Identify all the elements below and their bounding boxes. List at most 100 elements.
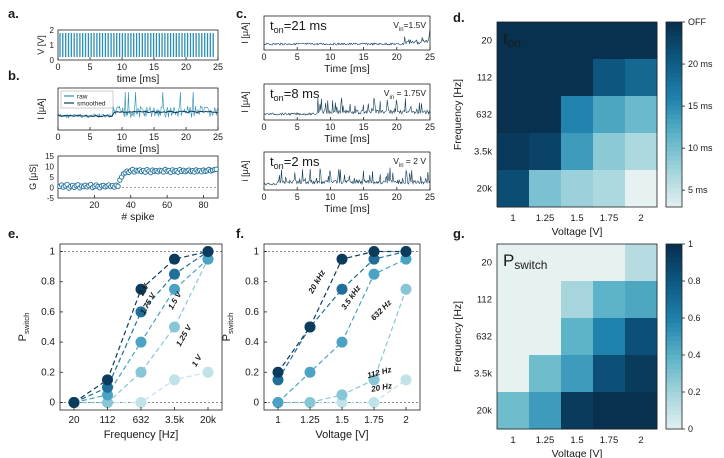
panel-f-series-point bbox=[336, 283, 348, 295]
panel-g-colorbar-step bbox=[666, 364, 682, 370]
panel-e-axes bbox=[59, 243, 223, 411]
panel-a-yticklabel: 0 bbox=[50, 56, 55, 65]
panel-g-cell bbox=[625, 281, 658, 319]
panel-e-yticklabel: 0.2 bbox=[41, 367, 55, 378]
panel-g-cell bbox=[529, 281, 562, 319]
panel-g-yticklabel: 20 bbox=[481, 258, 492, 269]
panel-c-ylabel: I [μA] bbox=[240, 22, 250, 43]
panel-d-yticklabel: 3.5k bbox=[474, 147, 492, 158]
panel-d-colorbar-step bbox=[666, 72, 682, 79]
panel-e-series-point bbox=[135, 366, 147, 378]
panel-c-x-1-ticklabel: 5 bbox=[295, 122, 300, 132]
panel-g-cell bbox=[561, 318, 594, 356]
panel-e-yticklabel: 0.8 bbox=[41, 277, 55, 288]
panel-d-colorbar-step bbox=[666, 77, 682, 83]
panel-g-colorbar-step bbox=[666, 262, 682, 268]
panel-b2-x-ticklabel: 60 bbox=[162, 200, 172, 210]
panel-a-pulse-train bbox=[59, 33, 214, 57]
panel-e-series-point bbox=[169, 374, 180, 386]
panel-b-x-ticklabel: 20 bbox=[181, 132, 191, 142]
panel-d-cell bbox=[529, 170, 562, 208]
panel-d-colorbar-step bbox=[666, 59, 682, 65]
panel-d-colorbar-step bbox=[666, 119, 682, 125]
panel-g-yticklabel: 20k bbox=[477, 406, 493, 417]
panel-f-series-point bbox=[400, 283, 412, 295]
panel-f-series-point bbox=[272, 374, 284, 386]
panel-c-x-0-ticklabel: 0 bbox=[261, 52, 266, 62]
panel-g-colorbar-step bbox=[666, 308, 682, 314]
panel-f-yticklabel: 0.2 bbox=[245, 367, 259, 378]
panel-d-colorbar-step bbox=[666, 193, 682, 199]
panel-d-colorbar-step bbox=[666, 86, 682, 92]
panel-d-colorbar-step bbox=[666, 151, 682, 157]
panel-f-xlabel: Voltage [V] bbox=[315, 429, 368, 441]
panel-e-xticklabel: 112 bbox=[100, 415, 116, 426]
panel-c-x-0-ticklabel: 25 bbox=[425, 52, 435, 62]
panel-g-colorbar-step bbox=[666, 382, 682, 388]
panel-c-xlabel: Time [ms] bbox=[324, 63, 370, 75]
panel-d-colorbar-step bbox=[666, 123, 682, 129]
panel-c-axes-1 bbox=[263, 83, 431, 121]
panel-f-xticklabel: 1.25 bbox=[300, 415, 320, 426]
panel-b-ylabel: I [μA] bbox=[36, 98, 46, 119]
panel-e-yticklabel: 0.4 bbox=[41, 337, 55, 348]
panel-d-cell bbox=[561, 170, 594, 208]
panel-g-cell bbox=[497, 355, 530, 393]
panel-label-f: f. bbox=[236, 226, 244, 241]
panel-d-xlabel: Voltage [V] bbox=[552, 226, 603, 238]
panel-e-series-point bbox=[169, 321, 180, 333]
panel-g-colorbar-step bbox=[666, 345, 682, 351]
panel-g-colorbar-step bbox=[666, 267, 682, 273]
panel-g-cell bbox=[593, 318, 626, 356]
panel-g-yticklabel: 3.5k bbox=[474, 369, 492, 380]
panel-d-colorbar-ticklabel: 20 ms bbox=[688, 59, 713, 69]
panel-d-xticklabel: 1.75 bbox=[600, 213, 619, 224]
panel-g-cell bbox=[497, 244, 530, 282]
panel-e-xlabel: Frequency [Hz] bbox=[104, 429, 179, 441]
panel-f-xticklabel: 2 bbox=[403, 415, 409, 426]
panel-f-series-point bbox=[336, 253, 348, 265]
panel-d-cell bbox=[593, 170, 626, 208]
panel-b2-x-ticklabel: 20 bbox=[89, 200, 99, 210]
panel-f-yticklabel: 0 bbox=[253, 397, 259, 408]
panel-g-colorbar-step bbox=[666, 355, 682, 361]
panel-c-trace-0 bbox=[263, 29, 431, 46]
panel-g-cell bbox=[593, 281, 626, 319]
panel-g-cell bbox=[625, 318, 658, 356]
panel-f-yticklabel: 0.4 bbox=[245, 337, 259, 348]
panel-g-colorbar-step bbox=[666, 244, 682, 250]
panel-f-xticklabel: 1.75 bbox=[364, 415, 384, 426]
panel-b-xlabel: time [ms] bbox=[117, 143, 160, 155]
panel-f-series-point bbox=[400, 374, 412, 386]
panel-g-yticklabel: 112 bbox=[477, 295, 492, 306]
panel-e-series-point bbox=[102, 396, 113, 408]
panel-label-b: b. bbox=[8, 68, 20, 83]
panel-g-colorbar-step bbox=[666, 424, 682, 430]
panel-e-yticklabel: 1 bbox=[49, 247, 55, 258]
panel-c-x-2-ticklabel: 25 bbox=[425, 192, 435, 202]
panel-c-vin-label: Vin = 2 V bbox=[393, 156, 426, 169]
panel-b-x-ticklabel: 0 bbox=[55, 132, 60, 142]
panel-g-cell bbox=[625, 392, 658, 430]
panel-g-cell bbox=[497, 318, 530, 356]
panel-g-colorbar-step bbox=[666, 331, 682, 338]
panel-g-colorbar-step bbox=[666, 257, 682, 264]
panel-e-yticklabel: 0.6 bbox=[41, 307, 55, 318]
panel-c-x-1-ticklabel: 25 bbox=[425, 122, 435, 132]
panel-d-colorbar-ticklabel: 10 ms bbox=[688, 143, 713, 153]
panel-c-axes-2 bbox=[263, 151, 431, 191]
panel-d-cell bbox=[529, 96, 562, 134]
panel-e-series-line bbox=[74, 258, 209, 404]
panel-c-axes-0 bbox=[263, 15, 431, 51]
panel-d-colorbar-step bbox=[666, 68, 682, 74]
panel-e-series-point bbox=[135, 306, 147, 318]
panel-d-yticklabel: 20 bbox=[481, 36, 492, 47]
panel-g-colorbar-ticklabel: 0.2 bbox=[688, 387, 701, 397]
panel-g-xticklabel: 1.5 bbox=[570, 435, 583, 446]
panel-f-series-point bbox=[272, 366, 284, 378]
panel-e-series-label: 1 V bbox=[190, 353, 204, 368]
panel-d-colorbar-step bbox=[666, 165, 682, 171]
panel-a-ylabel: V [V] bbox=[36, 35, 46, 55]
panel-d-cell bbox=[625, 59, 658, 97]
panel-g-colorbar-ticklabel: 0.4 bbox=[688, 350, 701, 360]
